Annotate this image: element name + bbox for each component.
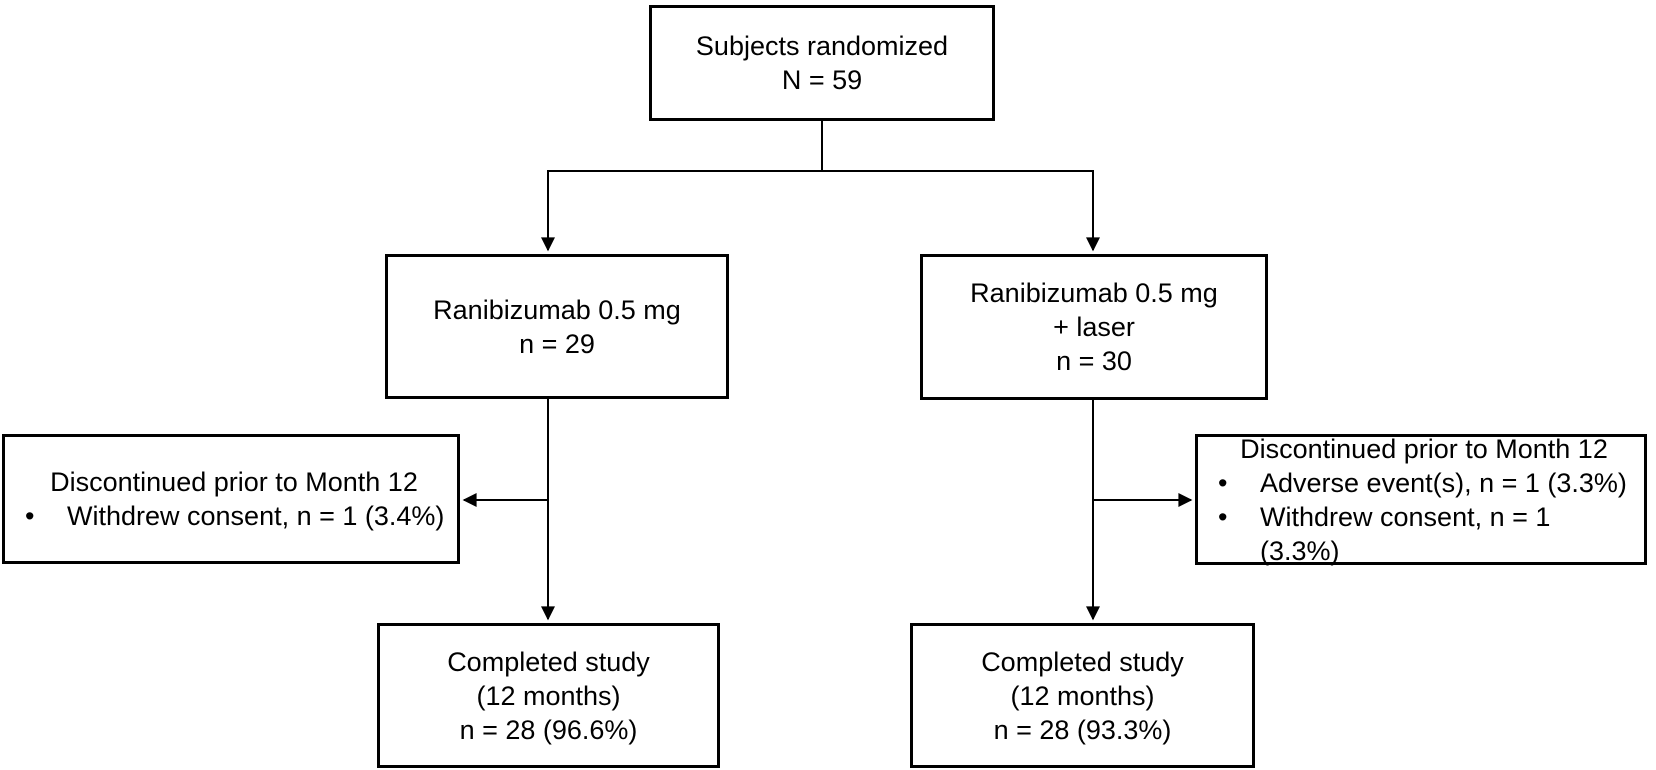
bullet-icon: • xyxy=(1218,467,1228,498)
discontinued-right-bullet-item: • Adverse event(s), n = 1 (3.3%) xyxy=(1212,466,1636,500)
box-completed-right: Completed study (12 months) n = 28 (93.3… xyxy=(910,623,1255,768)
completed-left-duration: (12 months) xyxy=(476,680,621,711)
box-arm-ranibizumab-laser: Ranibizumab 0.5 mg + laser n = 30 xyxy=(920,254,1268,400)
completed-right-duration: (12 months) xyxy=(1010,680,1155,711)
discontinued-right-title: Discontinued prior to Month 12 xyxy=(1240,433,1608,464)
completed-right-label: Completed study xyxy=(981,646,1184,677)
box-discontinued-right: Discontinued prior to Month 12 • Adverse… xyxy=(1195,433,1647,568)
completed-right-count: n = 28 (93.3%) xyxy=(993,714,1172,745)
subjects-randomized-count: N = 59 xyxy=(781,65,863,95)
discontinued-left-bullet-text: Withdrew consent, n = 1 (3.4%) xyxy=(67,501,445,531)
box-discontinued-left: Discontinued prior to Month 12 • Withdre… xyxy=(2,434,460,564)
arm-ranibizumab-laser-label: Ranibizumab 0.5 mg xyxy=(970,278,1218,308)
completed-left-count: n = 28 (96.6%) xyxy=(459,714,638,745)
bullet-icon: • xyxy=(25,501,35,531)
box-completed-left: Completed study (12 months) n = 28 (96.6… xyxy=(377,623,720,768)
subjects-randomized-label: Subjects randomized xyxy=(695,31,949,61)
box-subjects-randomized: Subjects randomized N = 59 xyxy=(649,5,995,121)
discontinued-right-bullet-text: Withdrew consent, n = 1 (3.3%) xyxy=(1260,501,1551,566)
arm-ranibizumab-laser-label2: + laser xyxy=(1053,312,1135,342)
box-arm-ranibizumab: Ranibizumab 0.5 mg n = 29 xyxy=(385,254,729,399)
arm-ranibizumab-count: n = 29 xyxy=(519,328,595,359)
discontinued-left-title: Discontinued prior to Month 12 xyxy=(50,467,418,497)
arm-ranibizumab-laser-count: n = 30 xyxy=(1056,346,1132,376)
bullet-icon: • xyxy=(1218,501,1228,532)
discontinued-left-bullet-item: • Withdrew consent, n = 1 (3.4%) xyxy=(19,499,449,533)
completed-left-label: Completed study xyxy=(447,646,650,677)
arm-ranibizumab-label: Ranibizumab 0.5 mg xyxy=(433,294,681,325)
discontinued-right-bullet-text: Adverse event(s), n = 1 (3.3%) xyxy=(1260,467,1627,498)
discontinued-right-bullet-item: • Withdrew consent, n = 1 (3.3%) xyxy=(1212,500,1636,568)
